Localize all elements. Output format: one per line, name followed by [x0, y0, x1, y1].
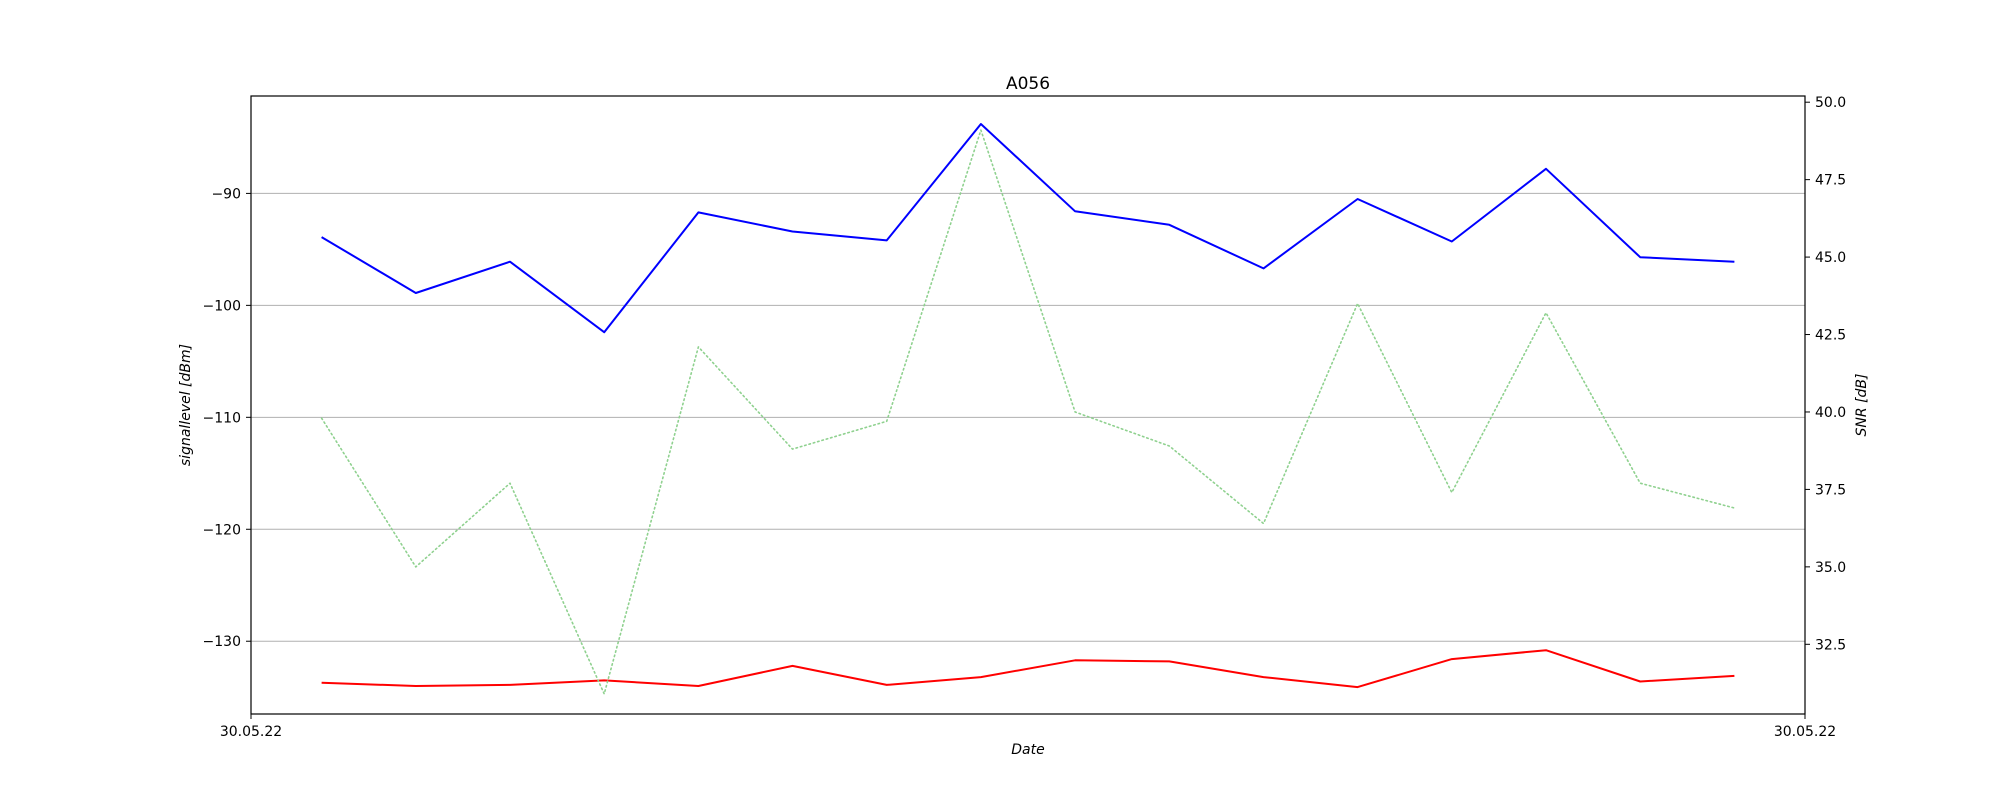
data-point [1263, 676, 1265, 678]
data-point [698, 685, 700, 687]
y-tick-label: −120 [203, 522, 241, 538]
data-point [1168, 224, 1170, 226]
data-point [509, 684, 511, 686]
data-point [1168, 661, 1170, 663]
y2-tick-label: 37.5 [1815, 482, 1846, 498]
chart-title: A056 [1006, 74, 1050, 94]
data-point [415, 685, 417, 687]
data-point [1074, 411, 1076, 413]
data-point [1639, 482, 1641, 484]
data-point [1074, 659, 1076, 661]
data-point [603, 693, 605, 695]
data-point [509, 482, 511, 484]
series-line-1 [321, 123, 1735, 334]
series-line-2 [321, 649, 1735, 689]
data-point [1545, 649, 1547, 651]
x-axis-label: Date [1011, 742, 1044, 758]
data-point [1168, 445, 1170, 447]
x-tick-label-left: 30.05.22 [220, 724, 282, 740]
y2-tick-label: 35.0 [1815, 560, 1846, 576]
data-point [1357, 303, 1359, 305]
y2-axis-label: SNR [dB] [1854, 374, 1870, 437]
data-point [980, 129, 982, 131]
data-point [1639, 256, 1641, 258]
y2-tick-label: 45.0 [1815, 250, 1846, 266]
data-point [1451, 658, 1453, 660]
data-point [1263, 523, 1265, 525]
y-tick-label: −110 [203, 410, 241, 426]
data-point [1357, 198, 1359, 200]
data-point [1734, 507, 1736, 509]
data-point [1734, 675, 1736, 677]
data-point [792, 231, 794, 233]
y2-tick-label: 50.0 [1815, 95, 1846, 111]
x-tick-label-right: 30.05.22 [1774, 724, 1836, 740]
y-axis-label: signallevel [dBm] [178, 344, 194, 466]
y2-tick-label: 40.0 [1815, 405, 1846, 421]
axes: −90 −100 −110 −120 −130 32.5 35.0 37.5 40.0 42.5 4… [203, 95, 1846, 719]
plot-frame [250, 95, 1806, 715]
data-point [1074, 211, 1076, 213]
data-point [321, 236, 323, 238]
series-line-3 [320, 129, 1736, 695]
data-point [415, 566, 417, 568]
data-point [698, 212, 700, 214]
data-point [886, 420, 888, 422]
data-point [1451, 241, 1453, 243]
data-point [980, 123, 982, 125]
data-point [886, 684, 888, 686]
data-point [886, 240, 888, 242]
data-point [1639, 681, 1641, 683]
data-point [792, 448, 794, 450]
data-point [603, 680, 605, 682]
series-layer [320, 123, 1736, 695]
y2-tick-label: 32.5 [1815, 637, 1846, 653]
y-tick-label: −130 [203, 634, 241, 650]
y-tick-label: −100 [203, 298, 241, 314]
data-point [509, 261, 511, 263]
y2-tick-label: 42.5 [1815, 328, 1846, 344]
data-point [1451, 492, 1453, 494]
data-point [321, 417, 323, 419]
data-point [698, 346, 700, 348]
data-point [603, 331, 605, 333]
data-point [321, 682, 323, 684]
data-point [1545, 312, 1547, 314]
y-tick-label: −90 [211, 186, 241, 202]
data-point [1357, 686, 1359, 688]
grid [251, 192, 1805, 642]
data-point [1734, 261, 1736, 263]
data-point [1545, 168, 1547, 170]
data-point [415, 292, 417, 294]
data-point [792, 665, 794, 667]
y2-tick-label: 47.5 [1815, 173, 1846, 189]
data-point [980, 676, 982, 678]
data-point [1263, 268, 1265, 270]
